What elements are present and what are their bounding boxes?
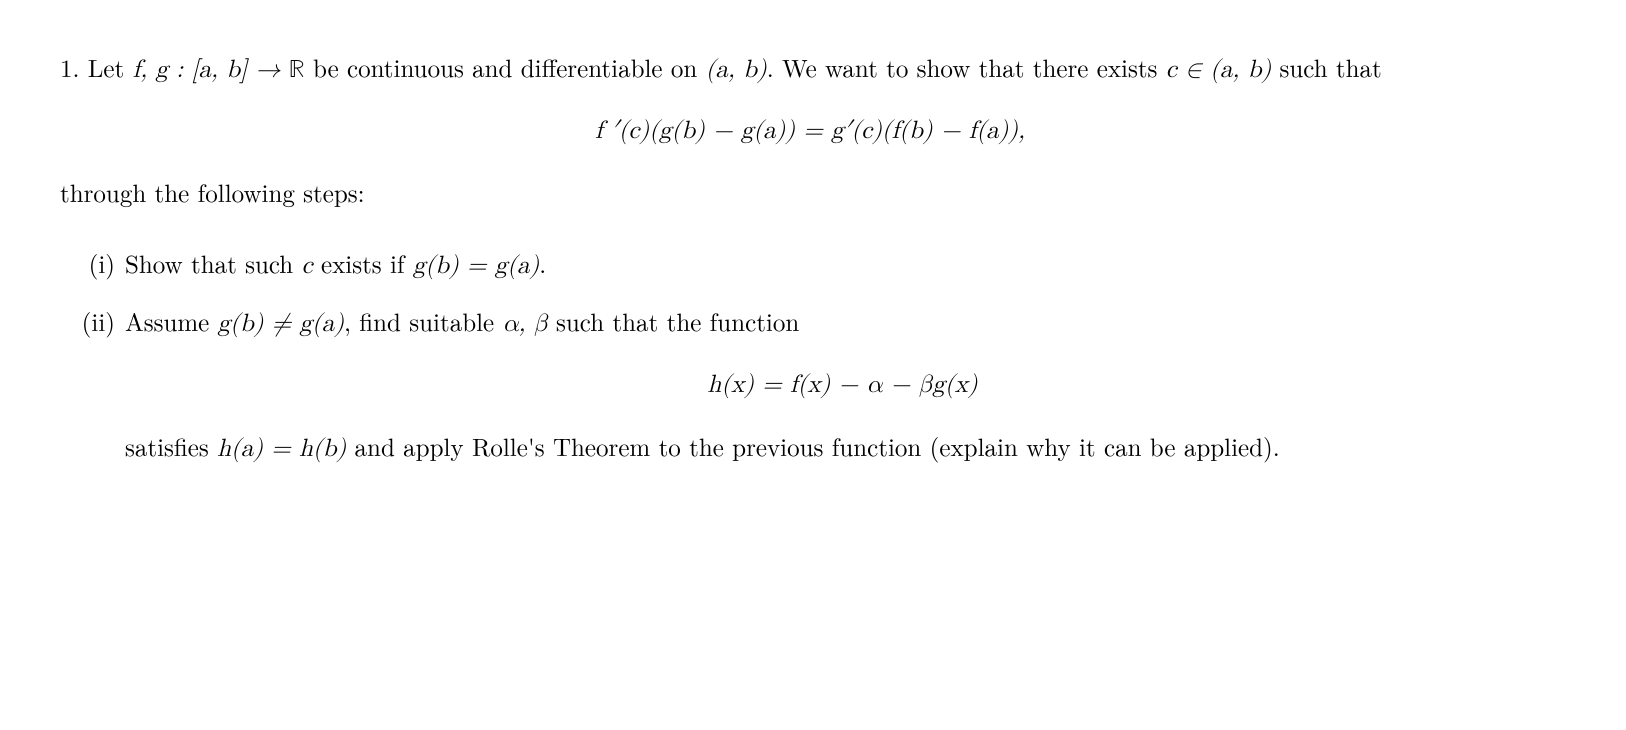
- intro-math-2: (a, b): [706, 57, 767, 82]
- steps-list: (i) Show that such c exists if g(b) = g(…: [60, 246, 1560, 467]
- followup-text: through the following steps:: [60, 175, 1560, 211]
- step-ii-math-a: g(b) ≠ g(a): [218, 311, 344, 336]
- intro-math-3: c ∈ (a, b): [1166, 57, 1271, 82]
- problem-number: 1.: [60, 50, 79, 85]
- step-i-math-b: g(b) = g(a): [413, 253, 539, 278]
- step-ii-text-d: satisfies: [125, 429, 217, 464]
- problem-statement: 1. Let f, g : [a, b] → ℝ be continuous a…: [60, 50, 1560, 88]
- problem-1: 1. Let f, g : [a, b] → ℝ be continuous a…: [60, 50, 1560, 467]
- step-ii-line2: satisfies h(a) = h(b) and apply Rolle's …: [125, 429, 1560, 467]
- intro-math-1: f, g : [a, b] →: [133, 57, 289, 82]
- step-ii-math-b: α, β: [502, 311, 547, 336]
- step-ii-math-c: h(a) = h(b): [217, 436, 346, 461]
- step-i-math-a: c: [302, 253, 313, 278]
- step-ii-line1: Assume g(b) ≠ g(a), find suitable α, β s…: [125, 304, 1560, 342]
- step-ii-text-e: and apply Rolle's Theorem to the previou…: [346, 429, 1279, 464]
- step-content-ii: Assume g(b) ≠ g(a), find suitable α, β s…: [125, 304, 1560, 467]
- step-ii: (ii) Assume g(b) ≠ g(a), find suitable α…: [60, 304, 1560, 467]
- step-i-text-a: Show that such: [125, 246, 302, 281]
- main-equation: f ′(c)(g(b) − g(a)) = g′(c)(f(b) − f(a))…: [60, 113, 1560, 149]
- intro-text-4: such that: [1271, 50, 1382, 85]
- step-label-i: (i): [60, 246, 125, 282]
- step-i: (i) Show that such c exists if g(b) = g(…: [60, 246, 1560, 284]
- step-ii-text-b: , find suitable: [344, 304, 503, 339]
- step-content-i: Show that such c exists if g(b) = g(a).: [125, 246, 1560, 284]
- step-ii-equation: h(x) = f(x) − α − βg(x): [125, 367, 1560, 403]
- step-label-ii: (ii): [60, 304, 125, 340]
- step-i-text-c: .: [539, 246, 546, 281]
- step-ii-text-a: Assume: [125, 304, 218, 339]
- step-ii-text-c: such that the function: [548, 304, 800, 339]
- real-symbol: ℝ: [289, 57, 305, 82]
- step-i-text-b: exists if: [313, 246, 413, 281]
- step-ii-eq-text: h(x) = f(x) − α − βg(x): [707, 372, 977, 397]
- equation-text: f ′(c)(g(b) − g(a)) = g′(c)(f(b) − f(a))…: [595, 118, 1025, 143]
- intro-text-1: Let: [88, 50, 133, 85]
- intro-text-3: . We want to show that there exists: [767, 50, 1166, 85]
- intro-text-2: be continuous and differentiable on: [305, 50, 706, 85]
- document-content: 1. Let f, g : [a, b] → ℝ be continuous a…: [60, 50, 1560, 467]
